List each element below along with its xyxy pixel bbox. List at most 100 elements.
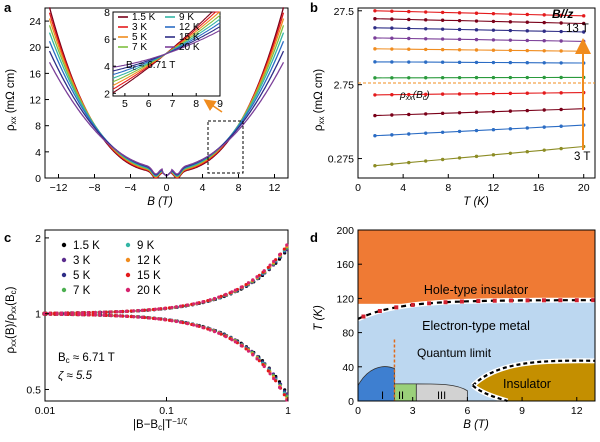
point-13T <box>582 14 586 18</box>
boundary-marker <box>558 298 563 303</box>
region-iii <box>415 383 468 402</box>
point-down <box>174 319 178 324</box>
boundary-marker <box>361 314 366 319</box>
point-up <box>257 273 261 277</box>
x-tick-label: 12 <box>269 182 281 194</box>
legend-marker <box>61 287 67 293</box>
point-down <box>262 364 266 369</box>
boundary-marker <box>591 298 596 303</box>
point-down <box>208 328 212 332</box>
x-tick-label: −12 <box>50 182 68 194</box>
boundary-marker <box>492 298 497 303</box>
point-up <box>115 310 119 314</box>
y-tick-label: 27.5 <box>334 6 355 18</box>
y-tick-label: 24 <box>29 16 41 28</box>
point-down <box>163 318 167 322</box>
y-tick-label: 2 <box>35 233 41 245</box>
point-down <box>115 314 119 318</box>
point-down <box>86 313 90 317</box>
point-up <box>282 247 286 251</box>
inset-x-tick-label: 8 <box>193 98 199 110</box>
point-up <box>140 308 144 312</box>
point-up <box>262 269 266 273</box>
region-i-label: I <box>381 390 384 402</box>
boundary-marker <box>574 298 579 303</box>
point-up <box>185 303 190 307</box>
x-tick-label: 8 <box>236 182 242 194</box>
legend-marker <box>125 257 131 263</box>
y-tick-label: 40 <box>342 362 354 374</box>
panel-c-xlabel: |B−Bc|T−1/ζ <box>133 417 187 432</box>
panel-b-letter: b <box>310 0 318 15</box>
curve-6T <box>374 92 584 96</box>
y-tick-label: 4 <box>35 147 41 159</box>
point-up <box>208 298 212 302</box>
point-down <box>64 312 68 316</box>
y-tick-label: 2.75 <box>334 80 355 92</box>
legend-marker <box>125 242 131 248</box>
point-up <box>147 308 151 312</box>
point-down <box>192 323 196 327</box>
point-down <box>157 317 161 321</box>
boundary-marker <box>377 309 382 314</box>
x-tick-label: 12 <box>488 182 500 194</box>
point-up <box>195 301 199 305</box>
inset-y-tick-label: 2 <box>104 88 110 100</box>
point-down <box>178 320 183 324</box>
point-up <box>239 285 243 289</box>
boundary-marker <box>459 299 464 304</box>
insulator-boundary-white <box>471 358 596 388</box>
panel-a-ylabel: ρxx (mΩ cm) <box>5 69 18 131</box>
point-down <box>239 344 243 348</box>
point-down <box>129 314 133 319</box>
point-up <box>91 310 95 315</box>
point-down <box>80 313 85 317</box>
point-down <box>274 379 278 383</box>
point-up <box>233 288 238 292</box>
point-up <box>268 263 272 267</box>
point-down <box>230 338 234 342</box>
curve-10T <box>374 37 584 42</box>
point-down <box>277 385 282 390</box>
y-tick-label: 80 <box>342 328 354 340</box>
curve-11T <box>374 27 584 33</box>
legend-label: 15 K <box>137 270 161 282</box>
point-up <box>181 304 185 308</box>
inset-legend-label: 9 K <box>179 12 194 23</box>
x-tick-label: 6 <box>464 405 470 417</box>
point-down <box>233 340 238 344</box>
x-tick-label: 12 <box>571 405 583 417</box>
panel-c-letter: c <box>4 230 11 245</box>
inset-y-tick-label: 6 <box>104 34 110 46</box>
boundary-marker <box>541 298 546 303</box>
x-tick-label: 4 <box>200 182 206 194</box>
region-electron-label: Electron-type metal <box>422 319 530 333</box>
y-tick-label: 20 <box>29 42 41 54</box>
boundary-marker <box>443 300 448 305</box>
panel-d-xlabel: B (T) <box>463 419 489 431</box>
boundary-marker <box>509 298 514 303</box>
point-down <box>109 313 113 318</box>
panel-b-top-field: 13 T <box>566 23 589 35</box>
panel-c-bc-label: Bc ≈ 6.71 T <box>58 352 115 365</box>
point-down <box>272 377 276 381</box>
point-up <box>201 300 205 304</box>
x-tick-label: 4 <box>400 182 406 194</box>
point-up <box>129 309 133 313</box>
point-down <box>251 353 255 357</box>
inset-curve-20K <box>112 29 221 68</box>
x-tick-label: −4 <box>125 182 137 194</box>
y-tick-label: 0.275 <box>328 154 354 166</box>
y-tick-label: 0.5 <box>26 384 41 396</box>
y-tick-label: 200 <box>336 225 354 237</box>
point-up <box>217 295 221 299</box>
point-down <box>102 313 106 317</box>
point-up <box>102 310 106 314</box>
point-up <box>86 311 90 315</box>
point-down <box>185 322 190 326</box>
point-down <box>244 347 248 351</box>
x-tick-label: 3 <box>410 405 416 417</box>
point-down <box>195 324 199 328</box>
